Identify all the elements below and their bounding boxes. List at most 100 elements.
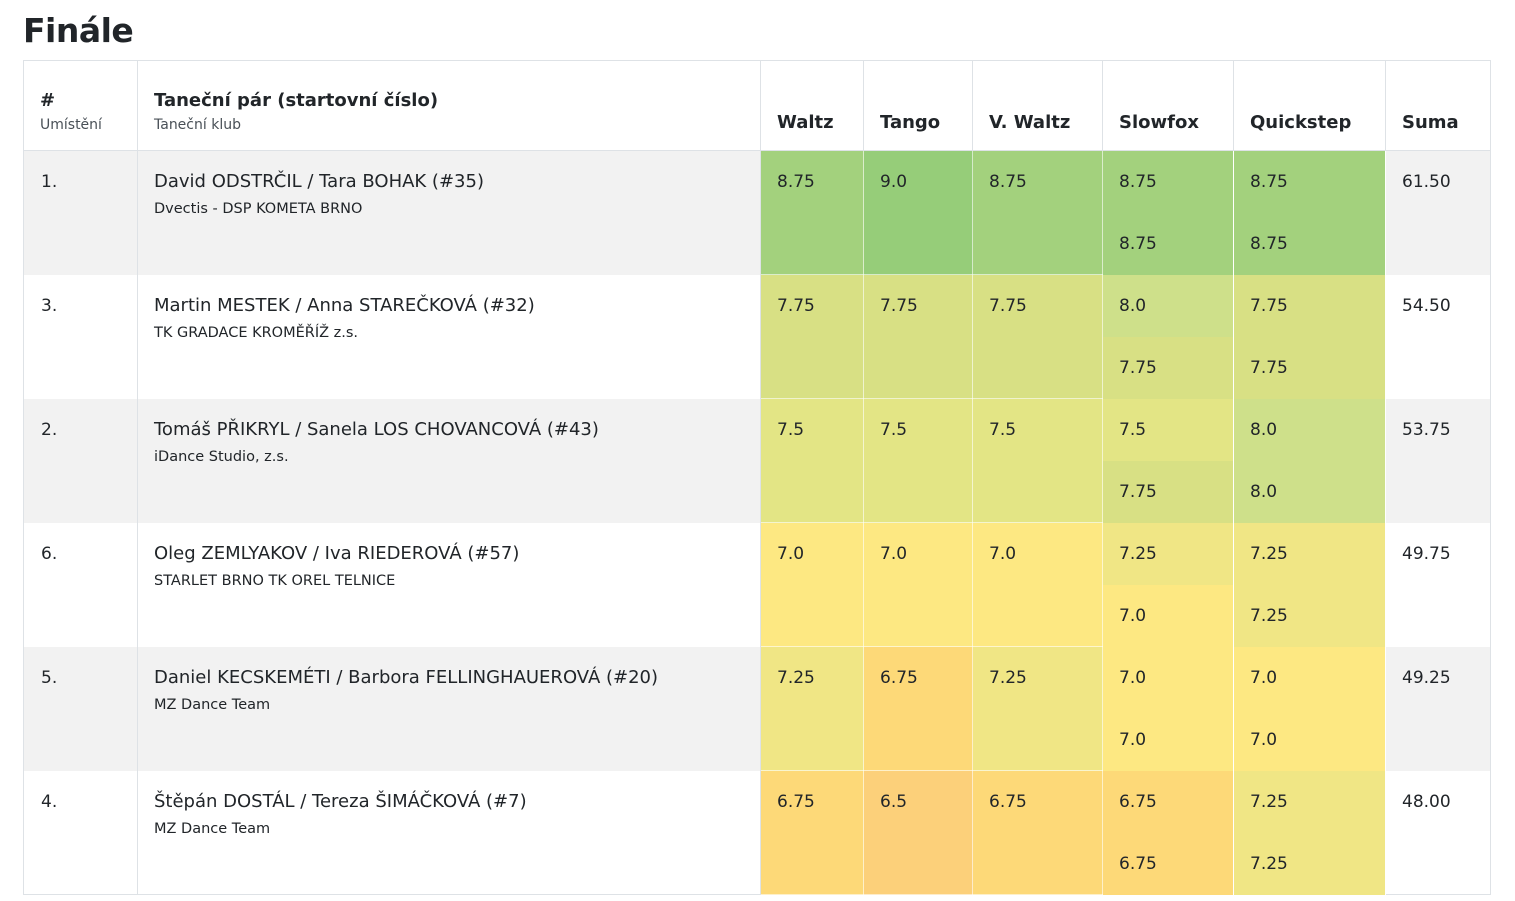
header-waltz[interactable]: Waltz — [760, 60, 864, 151]
place-value: 1. — [41, 172, 58, 192]
score-value: 7.75 — [777, 296, 815, 316]
table-row: 6. Oleg ZEMLYAKOV / Iva RIEDEROVÁ (#57) ST… — [23, 522, 1491, 647]
header-waltz-label: Waltz — [777, 112, 834, 133]
score-slowfox: 6.75 6.75 — [1102, 770, 1234, 895]
header-pair-sub: Taneční klub — [154, 117, 241, 133]
score-slowfox: 7.25 7.0 — [1102, 522, 1234, 647]
score-slowfox: 8.0 7.75 — [1102, 274, 1234, 399]
score-value: 7.0 — [880, 544, 908, 564]
score-slowfox: 7.5 7.75 — [1102, 398, 1234, 523]
place-value: 5. — [41, 667, 58, 688]
place-cell: 1. — [23, 150, 138, 275]
place-value: 3. — [41, 295, 58, 316]
score-slowfox-1: 8.75 — [1103, 151, 1233, 213]
sum-cell: 54.50 — [1385, 274, 1491, 399]
table-row: 3. Martin MESTEK / Anna STAREČKOVÁ (#32) T… — [23, 274, 1491, 399]
score-value: 8.75 — [989, 172, 1027, 192]
header-slowfox[interactable]: Slowfox — [1102, 60, 1234, 151]
pair-name: Tomáš PŘIKRYL / Sanela LOS CHOVANCOVÁ (#… — [154, 418, 599, 440]
score-quickstep-1: 8.75 — [1234, 151, 1385, 213]
score-value: 6.5 — [880, 792, 908, 812]
sum-cell: 49.25 — [1385, 646, 1491, 771]
score-quickstep: 8.75 8.75 — [1233, 150, 1386, 275]
score-slowfox-2: 6.75 — [1103, 833, 1233, 895]
pair-name: Daniel KECSKEMÉTI / Barbora FELLINGHAUER… — [154, 666, 659, 688]
page-title: Finále — [23, 11, 134, 50]
pair-cell: Daniel KECSKEMÉTI / Barbora FELLINGHAUER… — [137, 646, 761, 771]
pair-club: MZ Dance Team — [154, 696, 271, 713]
score-value: 7.0 — [989, 544, 1017, 564]
header-pair[interactable]: Taneční pár (startovní číslo) Taneční kl… — [137, 60, 761, 151]
place-value: 2. — [41, 419, 58, 440]
score-quickstep-2: 7.25 — [1234, 585, 1385, 647]
score-tango: 9.0 — [863, 150, 973, 275]
score-slowfox-1: 8.0 — [1103, 275, 1233, 337]
sum-value: 49.25 — [1402, 667, 1451, 688]
header-tango[interactable]: Tango — [863, 60, 973, 151]
place-cell: 2. — [23, 398, 138, 523]
score-waltz: 7.75 — [760, 274, 864, 399]
score-waltz: 7.25 — [760, 646, 864, 771]
pair-name: David ODSTRČIL / Tara BOHAK (#35) — [154, 171, 484, 192]
header-row: # Umístění Taneční pár (startovní číslo)… — [23, 60, 1491, 151]
score-quickstep: 7.25 7.25 — [1233, 770, 1386, 895]
score-quickstep-1: 7.75 — [1234, 275, 1385, 337]
score-waltz: 7.5 — [760, 398, 864, 523]
score-value: 7.25 — [777, 668, 815, 688]
header-slowfox-label: Slowfox — [1119, 112, 1199, 133]
table-row: 5. Daniel KECSKEMÉTI / Barbora FELLINGHAU… — [23, 646, 1491, 771]
place-cell: 6. — [23, 522, 138, 647]
score-tango: 6.5 — [863, 770, 973, 895]
score-waltz: 8.75 — [760, 150, 864, 275]
sum-cell: 49.75 — [1385, 522, 1491, 647]
score-slowfox-2: 7.75 — [1103, 461, 1233, 523]
score-value: 6.75 — [880, 668, 918, 688]
score-slowfox: 7.0 7.0 — [1102, 646, 1234, 771]
sum-value: 61.50 — [1402, 172, 1451, 192]
place-cell: 3. — [23, 274, 138, 399]
page-container: Finále # Umístění Taneční pár (startovní… — [23, 0, 1491, 895]
header-sum-label: Suma — [1402, 112, 1459, 133]
header-sum[interactable]: Suma — [1385, 60, 1491, 151]
table-row: 2. Tomáš PŘIKRYL / Sanela LOS CHOVANCOVÁ … — [23, 398, 1491, 523]
place-value: 6. — [41, 543, 58, 564]
pair-cell: Štěpán DOSTÁL / Tereza ŠIMÁČKOVÁ (#7) MZ … — [137, 770, 761, 895]
sum-value: 49.75 — [1402, 543, 1451, 564]
pair-club: MZ Dance Team — [154, 820, 271, 837]
score-slowfox-1: 7.0 — [1103, 647, 1233, 709]
pair-club: iDance Studio, z.s. — [154, 448, 289, 465]
header-pair-label: Taneční pár (startovní číslo) — [154, 90, 439, 111]
score-slowfox-2: 7.0 — [1103, 585, 1233, 647]
pair-club: TK GRADACE KROMĚŘÍŽ z.s. — [154, 324, 359, 341]
score-quickstep: 7.25 7.25 — [1233, 522, 1386, 647]
sum-value: 48.00 — [1402, 791, 1451, 812]
place-cell: 4. — [23, 770, 138, 895]
header-place-sub: Umístění — [40, 117, 102, 133]
sum-value: 54.50 — [1402, 295, 1451, 316]
score-quickstep-1: 7.25 — [1234, 523, 1385, 585]
score-quickstep-2: 7.25 — [1234, 833, 1385, 895]
header-place-label: # — [40, 90, 56, 111]
header-quickstep[interactable]: Quickstep — [1233, 60, 1386, 151]
table-row: 4. Štěpán DOSTÁL / Tereza ŠIMÁČKOVÁ (#7) M… — [23, 770, 1491, 895]
score-quickstep-2: 7.75 — [1234, 337, 1385, 399]
score-tango: 7.5 — [863, 398, 973, 523]
score-vwaltz: 7.5 — [972, 398, 1103, 523]
score-slowfox-1: 6.75 — [1103, 771, 1233, 833]
score-value: 9.0 — [880, 172, 908, 192]
score-value: 7.25 — [989, 668, 1027, 688]
score-value: 7.5 — [777, 420, 805, 440]
pair-cell: Tomáš PŘIKRYL / Sanela LOS CHOVANCOVÁ (#… — [137, 398, 761, 523]
score-quickstep-2: 8.0 — [1234, 461, 1385, 523]
header-tango-label: Tango — [880, 112, 941, 133]
results-body: 1. David ODSTRČIL / Tara BOHAK (#35) Dvect… — [23, 150, 1491, 895]
score-quickstep-2: 8.75 — [1234, 213, 1385, 275]
score-slowfox: 8.75 8.75 — [1102, 150, 1234, 275]
header-place[interactable]: # Umístění — [23, 60, 138, 151]
score-vwaltz: 7.75 — [972, 274, 1103, 399]
header-vwaltz[interactable]: V. Waltz — [972, 60, 1103, 151]
score-vwaltz: 6.75 — [972, 770, 1103, 895]
pair-club: Dvectis - DSP KOMETA BRNO — [154, 201, 363, 217]
score-waltz: 6.75 — [760, 770, 864, 895]
score-value: 8.75 — [777, 172, 815, 192]
